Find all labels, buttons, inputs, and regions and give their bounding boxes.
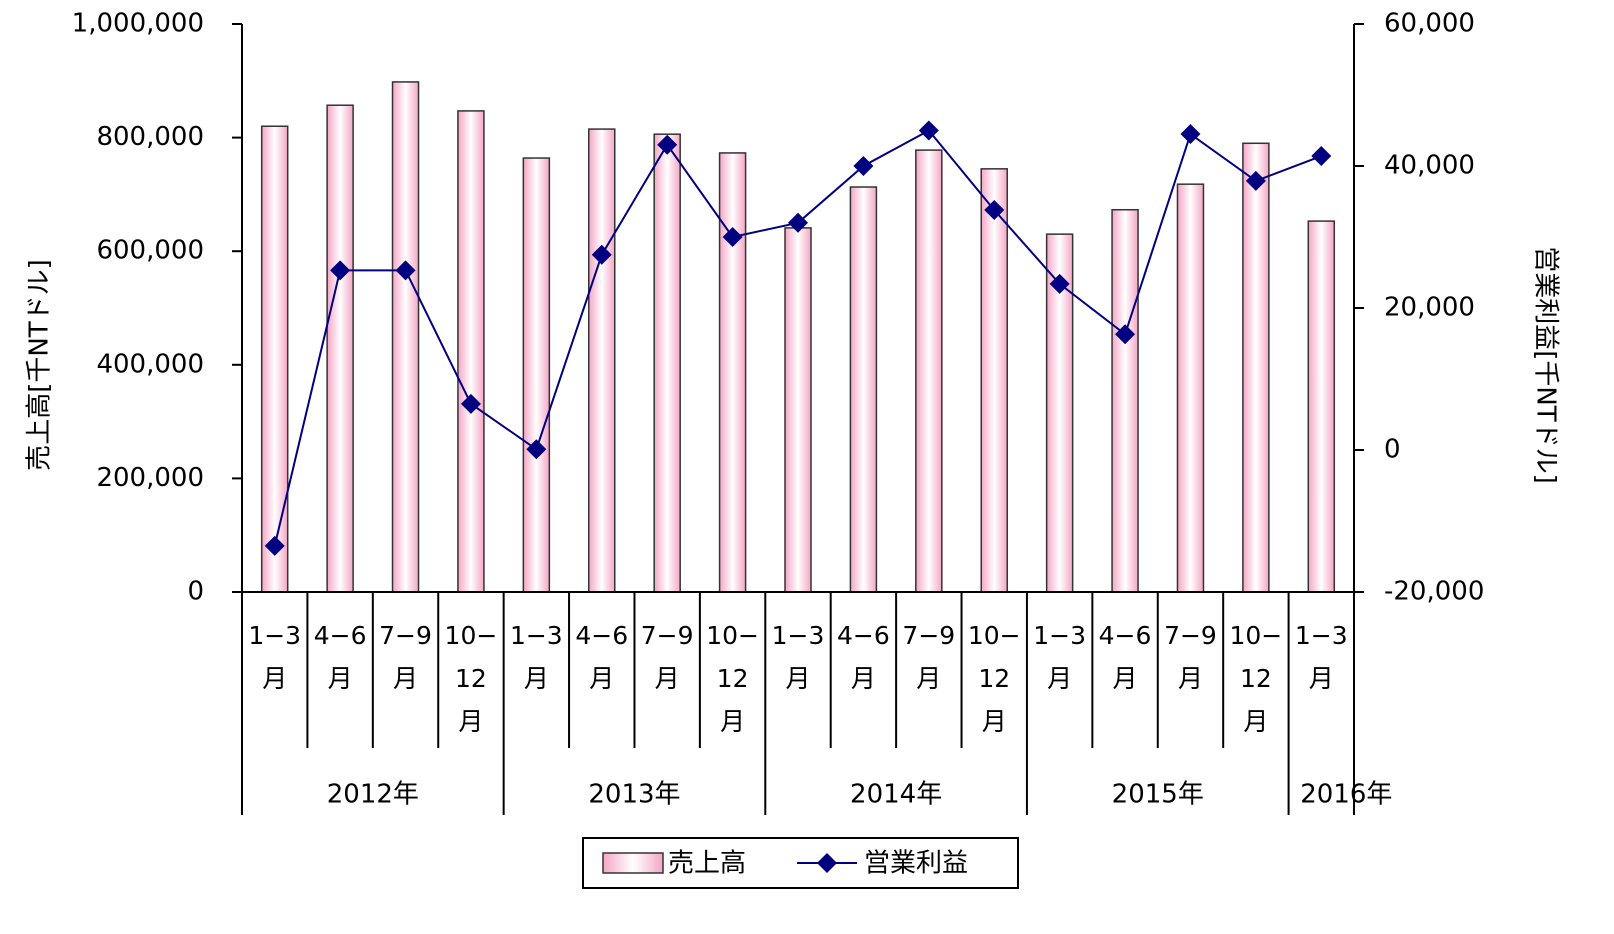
x-tick-label: 4−6 月	[837, 621, 890, 693]
y-tick-label: 200,000	[96, 463, 204, 493]
line-marker	[1180, 124, 1201, 145]
legend-label: 営業利益	[864, 849, 968, 879]
y2-tick-label: 20,000	[1384, 293, 1475, 323]
y2-tick-label: 40,000	[1384, 151, 1475, 181]
y-axis-title: 売上高[千NTドル]	[25, 259, 55, 471]
x-tick-label-box: 7−9 月	[379, 621, 432, 693]
bar	[1111, 208, 1139, 593]
x-tick-label-box: 4−6 月	[313, 621, 367, 693]
x-tick-label: 10− 12 月	[444, 621, 498, 736]
x-tick-label: 1−3 月	[1294, 621, 1348, 693]
x-tick-label-box: 7−9 月	[1164, 621, 1217, 693]
line-marker	[722, 227, 743, 247]
y-tick-label: 800,000	[96, 122, 204, 152]
line-marker	[918, 120, 939, 141]
x-tick-label: 4−6 月	[313, 621, 367, 693]
y2-axis-title: 営業利益[千NTドル]	[1531, 246, 1561, 484]
year-label: 2016年	[1300, 780, 1392, 810]
x-tick-label: 10− 12 月	[706, 621, 759, 736]
year-label: 2012年	[327, 780, 419, 810]
x-tick-label: 1−3 月	[509, 621, 563, 693]
year-label: 2015年	[1112, 780, 1204, 810]
line-marker	[526, 439, 547, 460]
x-tick-label-box: 7−9 月	[640, 621, 694, 693]
bar	[653, 133, 681, 593]
bar	[522, 157, 551, 593]
bar	[588, 128, 616, 593]
x-tick-label-box: 7−9 月	[902, 621, 956, 693]
line-marker	[460, 393, 481, 414]
x-tick-label-box: 4−6 月	[575, 621, 629, 693]
line-marker	[395, 260, 416, 281]
year-label: 2014年	[850, 780, 942, 810]
bar	[1307, 220, 1336, 593]
bar	[784, 227, 812, 593]
bar	[980, 168, 1008, 593]
x-tick-label-box: 10− 12 月	[1229, 621, 1283, 736]
y2-tick-label: 60,000	[1384, 9, 1475, 39]
line-marker	[853, 156, 874, 176]
y2-tick-label: -20,000	[1384, 577, 1484, 607]
x-tick-label: 4−6 月	[1098, 621, 1152, 693]
line-marker	[591, 244, 612, 265]
y2-tick-label: 0	[1384, 435, 1401, 465]
line-marker	[264, 535, 285, 556]
x-tick-label-box: 10− 12 月	[706, 621, 759, 736]
x-tick-label: 7−9 月	[640, 621, 694, 693]
line-marker	[1115, 324, 1136, 345]
y-tick-label: 400,000	[96, 349, 204, 379]
bar	[915, 149, 943, 593]
legend-label: 売上高	[668, 849, 746, 879]
year-label: 2013年	[588, 780, 680, 810]
x-tick-label: 1−3 月	[248, 621, 302, 693]
x-tick-label: 7−9 月	[379, 621, 432, 693]
bar	[1176, 183, 1205, 593]
line-marker	[1311, 146, 1332, 167]
bar	[326, 104, 354, 593]
x-tick-label-box: 4−6 月	[837, 621, 890, 693]
x-tick-label-box: 1−3 月	[509, 621, 563, 693]
legend-line-marker	[817, 853, 837, 873]
line-marker	[1049, 273, 1070, 294]
bar	[849, 186, 878, 593]
x-tick-label: 4−6 月	[575, 621, 629, 693]
y-tick-label: 0	[187, 577, 204, 607]
bar	[457, 110, 485, 593]
x-tick-label: 7−9 月	[902, 621, 956, 693]
line-marker	[1245, 170, 1266, 191]
line-marker	[984, 200, 1005, 221]
x-tick-label: 1−3 月	[1033, 621, 1087, 693]
bar	[260, 125, 289, 593]
bar	[718, 152, 747, 593]
line-marker	[788, 212, 808, 233]
x-tick-label-box: 1−3 月	[1033, 621, 1087, 693]
x-tick-label-box: 4−6 月	[1098, 621, 1152, 693]
x-tick-label-box: 1−3 月	[771, 621, 825, 693]
y-tick-label: 600,000	[96, 236, 204, 266]
x-tick-label: 7−9 月	[1164, 621, 1217, 693]
x-tick-label: 10− 12 月	[1229, 621, 1283, 736]
x-tick-label-box: 10− 12 月	[967, 621, 1021, 736]
legend-bar-swatch	[602, 852, 664, 874]
line-marker	[330, 260, 351, 281]
x-tick-label-box: 10− 12 月	[444, 621, 498, 736]
x-tick-label: 1−3 月	[771, 621, 825, 693]
x-tick-label-box: 1−3 月	[1294, 621, 1348, 693]
y-tick-label: 1,000,000	[72, 9, 204, 39]
x-tick-label-box: 1−3 月	[248, 621, 302, 693]
line-marker	[657, 134, 678, 155]
bar	[391, 81, 420, 593]
bar	[1242, 142, 1270, 593]
x-tick-label: 10− 12 月	[967, 621, 1021, 736]
